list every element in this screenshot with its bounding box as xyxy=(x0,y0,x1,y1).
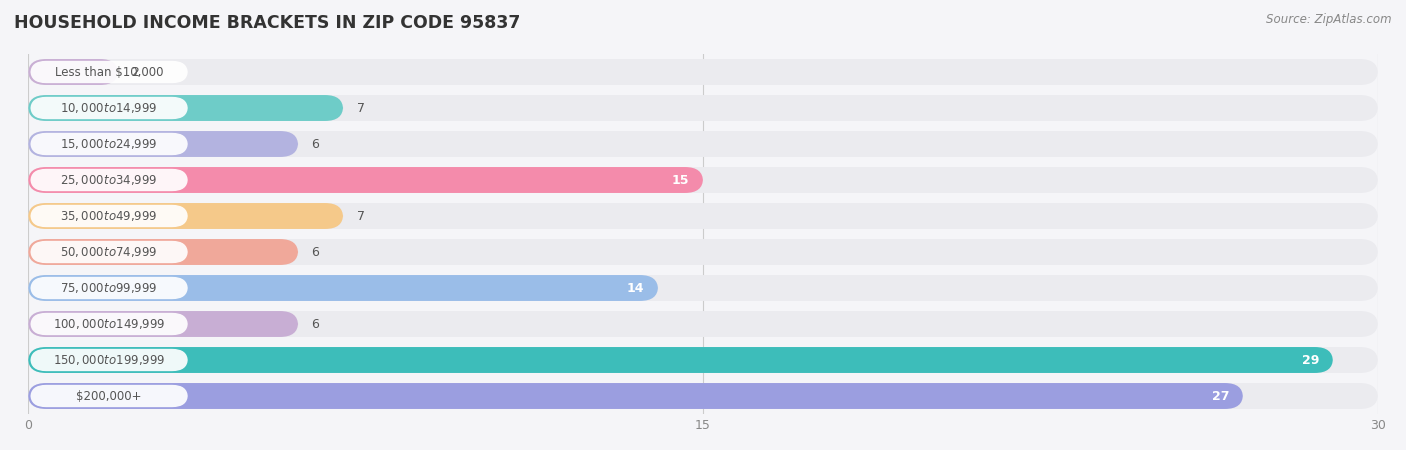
FancyBboxPatch shape xyxy=(28,239,298,265)
Text: 7: 7 xyxy=(357,210,364,222)
FancyBboxPatch shape xyxy=(28,383,1243,409)
Text: 7: 7 xyxy=(357,102,364,114)
FancyBboxPatch shape xyxy=(28,95,1378,121)
Text: $75,000 to $99,999: $75,000 to $99,999 xyxy=(60,281,157,295)
Text: 27: 27 xyxy=(1212,390,1229,402)
Text: $200,000+: $200,000+ xyxy=(76,390,142,402)
FancyBboxPatch shape xyxy=(31,313,188,335)
Text: $100,000 to $149,999: $100,000 to $149,999 xyxy=(53,317,166,331)
FancyBboxPatch shape xyxy=(31,133,188,155)
FancyBboxPatch shape xyxy=(28,275,1378,301)
FancyBboxPatch shape xyxy=(28,275,658,301)
FancyBboxPatch shape xyxy=(28,347,1378,373)
FancyBboxPatch shape xyxy=(28,59,118,85)
Text: $50,000 to $74,999: $50,000 to $74,999 xyxy=(60,245,157,259)
FancyBboxPatch shape xyxy=(28,203,343,229)
Text: 14: 14 xyxy=(627,282,644,294)
Text: $25,000 to $34,999: $25,000 to $34,999 xyxy=(60,173,157,187)
Text: $35,000 to $49,999: $35,000 to $49,999 xyxy=(60,209,157,223)
FancyBboxPatch shape xyxy=(28,203,1378,229)
FancyBboxPatch shape xyxy=(31,97,188,119)
FancyBboxPatch shape xyxy=(31,205,188,227)
FancyBboxPatch shape xyxy=(28,311,1378,337)
Text: $15,000 to $24,999: $15,000 to $24,999 xyxy=(60,137,157,151)
Text: HOUSEHOLD INCOME BRACKETS IN ZIP CODE 95837: HOUSEHOLD INCOME BRACKETS IN ZIP CODE 95… xyxy=(14,14,520,32)
FancyBboxPatch shape xyxy=(28,131,298,157)
FancyBboxPatch shape xyxy=(28,347,1333,373)
FancyBboxPatch shape xyxy=(28,167,1378,193)
Text: Less than $10,000: Less than $10,000 xyxy=(55,66,163,78)
Text: Source: ZipAtlas.com: Source: ZipAtlas.com xyxy=(1267,14,1392,27)
Text: 6: 6 xyxy=(312,246,319,258)
FancyBboxPatch shape xyxy=(28,383,1378,409)
Text: 6: 6 xyxy=(312,318,319,330)
Text: $150,000 to $199,999: $150,000 to $199,999 xyxy=(53,353,166,367)
Text: 2: 2 xyxy=(132,66,139,78)
Text: 29: 29 xyxy=(1302,354,1319,366)
Text: $10,000 to $14,999: $10,000 to $14,999 xyxy=(60,101,157,115)
FancyBboxPatch shape xyxy=(31,61,188,83)
FancyBboxPatch shape xyxy=(28,167,703,193)
Text: 6: 6 xyxy=(312,138,319,150)
FancyBboxPatch shape xyxy=(28,59,1378,85)
FancyBboxPatch shape xyxy=(31,385,188,407)
FancyBboxPatch shape xyxy=(31,169,188,191)
FancyBboxPatch shape xyxy=(31,349,188,371)
FancyBboxPatch shape xyxy=(28,239,1378,265)
FancyBboxPatch shape xyxy=(28,95,343,121)
FancyBboxPatch shape xyxy=(28,311,298,337)
FancyBboxPatch shape xyxy=(31,241,188,263)
Text: 15: 15 xyxy=(672,174,689,186)
FancyBboxPatch shape xyxy=(31,277,188,299)
FancyBboxPatch shape xyxy=(28,131,1378,157)
